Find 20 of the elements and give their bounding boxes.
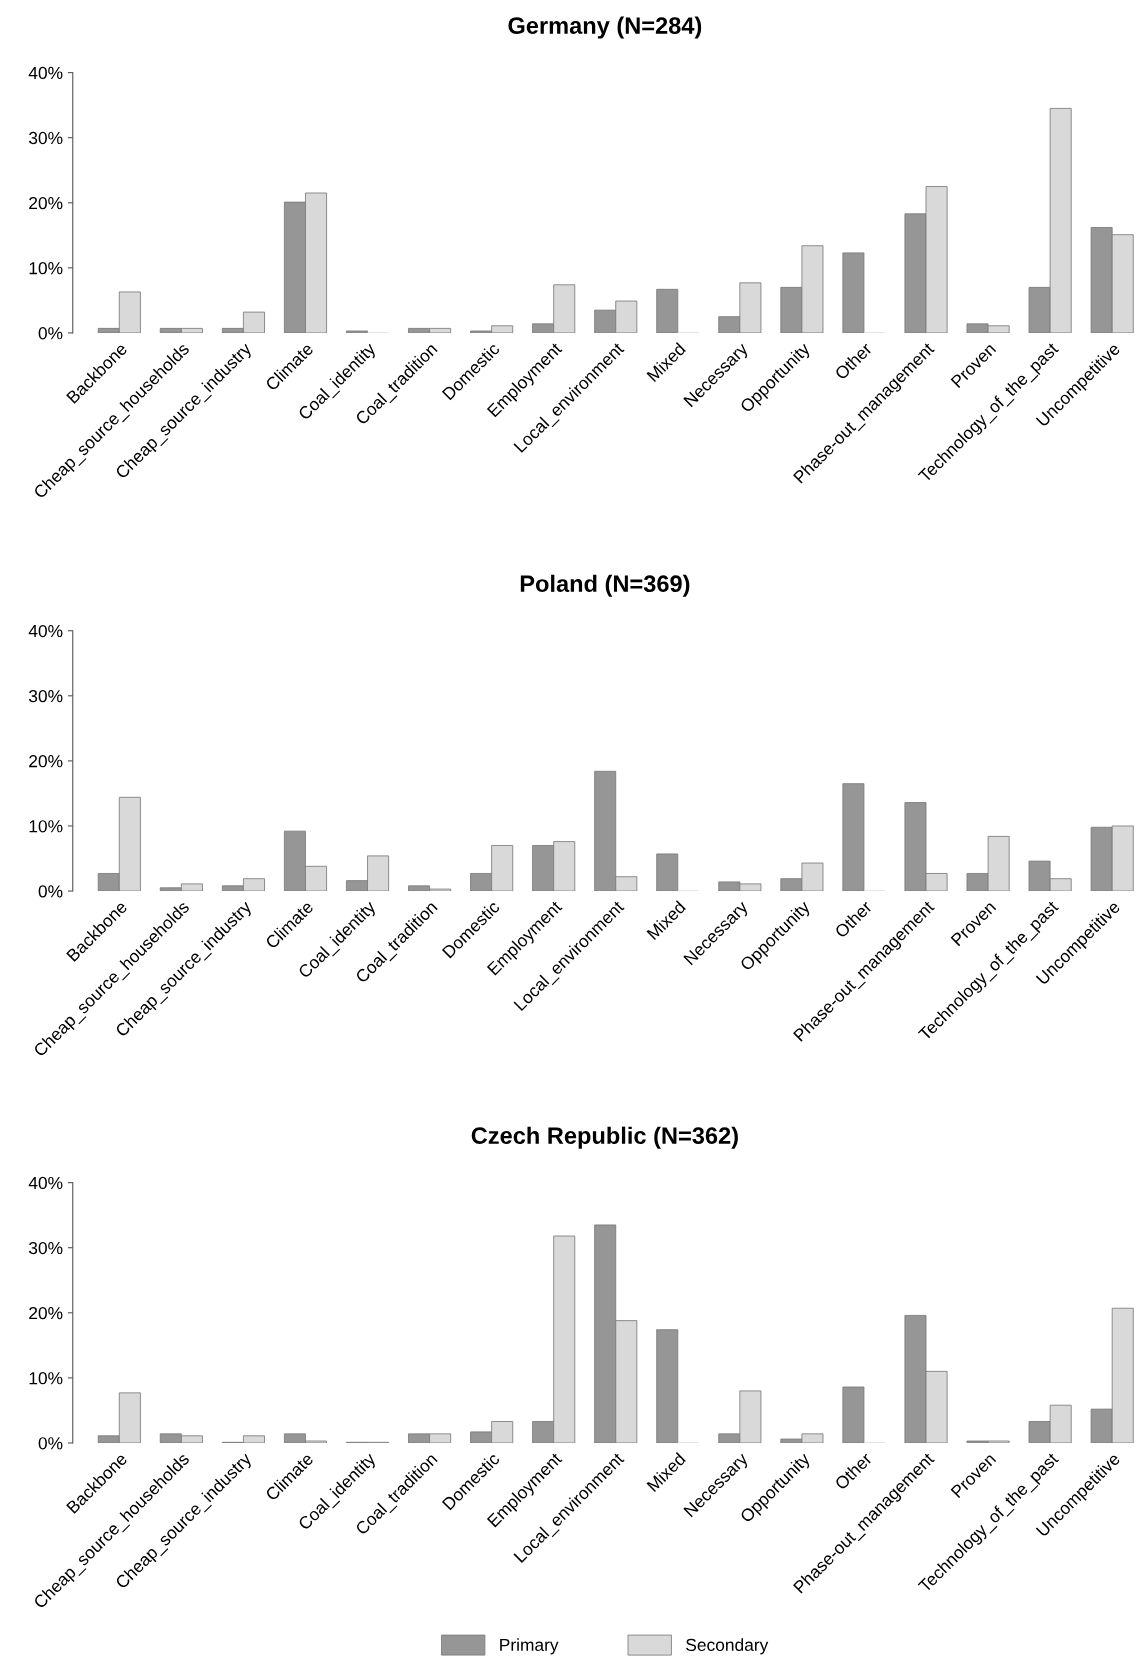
y-tick-label: 20%: [29, 1306, 63, 1320]
y-tick-label: 0%: [38, 885, 63, 898]
legend-label: Secondary: [686, 1638, 769, 1655]
chart-title: Czech Republic (N=362): [471, 1126, 738, 1149]
y-tick-label: 10%: [29, 262, 63, 275]
y-tick-label: 0%: [38, 1437, 63, 1450]
y-tick-label: 30%: [28, 1241, 63, 1255]
y-tick-label: 20%: [29, 755, 63, 768]
legend-label: Primary: [500, 1638, 559, 1655]
y-tick-label: 40%: [28, 624, 63, 638]
y-tick-label: 10%: [29, 820, 63, 833]
y-tick-label: 20%: [29, 196, 63, 210]
chart-title: Germany (N=284): [508, 16, 702, 39]
y-tick-label: 10%: [29, 1372, 63, 1385]
chart-title: Poland (N=369): [520, 574, 690, 597]
y-tick-label: 40%: [28, 1176, 63, 1190]
y-tick-label: 40%: [28, 66, 63, 80]
y-tick-label: 30%: [28, 689, 63, 703]
y-tick-label: 30%: [28, 131, 63, 145]
y-tick-label: 0%: [38, 327, 63, 340]
